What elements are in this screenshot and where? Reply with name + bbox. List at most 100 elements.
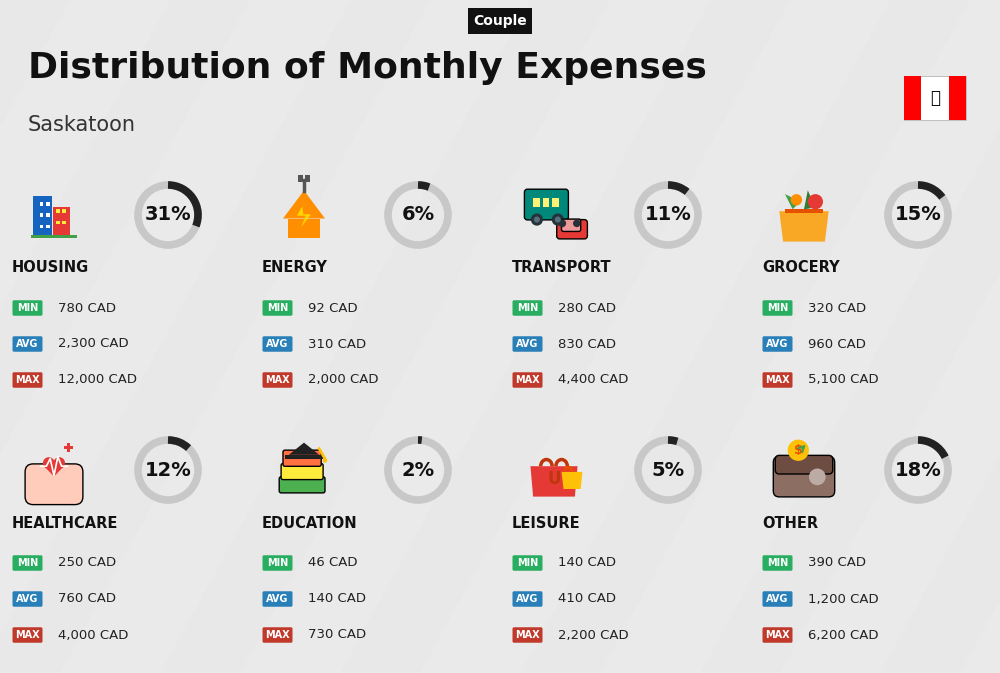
Text: 6%: 6% [401, 205, 435, 225]
Text: 4,400 CAD: 4,400 CAD [558, 374, 628, 386]
Text: 2%: 2% [401, 460, 435, 479]
FancyBboxPatch shape [12, 336, 43, 352]
FancyBboxPatch shape [12, 300, 43, 316]
Bar [40, 202, 43, 205]
Polygon shape [530, 466, 578, 497]
Text: 2,000 CAD: 2,000 CAD [308, 374, 378, 386]
Bar [46, 202, 50, 205]
Text: 730 CAD: 730 CAD [308, 629, 366, 641]
Bar [904, 76, 921, 120]
FancyBboxPatch shape [773, 456, 835, 497]
Text: Saskatoon: Saskatoon [28, 115, 136, 135]
FancyBboxPatch shape [25, 464, 83, 505]
Text: 140 CAD: 140 CAD [308, 592, 366, 606]
Bar [288, 219, 320, 238]
Bar [40, 213, 43, 217]
Text: AVG: AVG [266, 339, 289, 349]
Bar [298, 175, 303, 182]
Text: $: $ [794, 444, 803, 457]
Bar [56, 221, 60, 224]
Bar [64, 446, 73, 449]
Bar [533, 198, 540, 207]
Text: 18%: 18% [895, 460, 941, 479]
Text: AVG: AVG [516, 339, 539, 349]
Text: MAX: MAX [515, 375, 540, 385]
Text: 320 CAD: 320 CAD [808, 302, 866, 314]
Circle shape [552, 213, 564, 225]
Text: U: U [547, 470, 561, 489]
Bar [949, 76, 966, 120]
Bar [285, 455, 323, 460]
Text: 15%: 15% [895, 205, 941, 225]
Circle shape [559, 219, 566, 227]
Text: 4,000 CAD: 4,000 CAD [58, 629, 128, 641]
FancyBboxPatch shape [512, 592, 542, 607]
Text: 12%: 12% [145, 460, 191, 479]
Bar [33, 196, 52, 238]
Bar [46, 213, 50, 217]
Polygon shape [43, 465, 65, 476]
Text: 140 CAD: 140 CAD [558, 557, 616, 569]
FancyBboxPatch shape [561, 219, 581, 232]
Text: MAX: MAX [15, 375, 40, 385]
FancyBboxPatch shape [12, 627, 43, 643]
Text: 310 CAD: 310 CAD [308, 337, 366, 351]
Text: 830 CAD: 830 CAD [558, 337, 616, 351]
FancyBboxPatch shape [262, 300, 292, 316]
Text: MIN: MIN [517, 558, 538, 568]
FancyBboxPatch shape [512, 336, 542, 352]
Bar [305, 175, 310, 182]
Polygon shape [240, 0, 710, 673]
Text: MIN: MIN [17, 303, 38, 313]
FancyBboxPatch shape [283, 450, 321, 466]
Text: 6,200 CAD: 6,200 CAD [808, 629, 879, 641]
FancyBboxPatch shape [763, 372, 792, 388]
FancyBboxPatch shape [262, 592, 292, 607]
Bar [543, 198, 549, 207]
Text: 46 CAD: 46 CAD [308, 557, 358, 569]
Text: MIN: MIN [267, 558, 288, 568]
Bar [53, 207, 70, 238]
FancyBboxPatch shape [262, 372, 292, 388]
FancyBboxPatch shape [763, 627, 792, 643]
Text: 92 CAD: 92 CAD [308, 302, 358, 314]
Circle shape [534, 217, 540, 223]
Text: Distribution of Monthly Expenses: Distribution of Monthly Expenses [28, 51, 707, 85]
Text: OTHER: OTHER [762, 516, 818, 530]
Text: LEISURE: LEISURE [512, 516, 581, 530]
Polygon shape [297, 206, 311, 227]
FancyBboxPatch shape [763, 592, 792, 607]
Circle shape [43, 457, 55, 469]
Text: 2,200 CAD: 2,200 CAD [558, 629, 629, 641]
Bar [62, 209, 66, 213]
Polygon shape [785, 194, 800, 209]
Bar [785, 209, 823, 213]
FancyBboxPatch shape [262, 555, 292, 571]
Polygon shape [420, 0, 890, 673]
Text: 780 CAD: 780 CAD [58, 302, 116, 314]
FancyBboxPatch shape [512, 627, 542, 643]
FancyBboxPatch shape [12, 592, 43, 607]
Circle shape [555, 217, 561, 223]
Text: AVG: AVG [266, 594, 289, 604]
Text: MIN: MIN [767, 558, 788, 568]
FancyBboxPatch shape [763, 555, 792, 571]
Text: AVG: AVG [16, 594, 39, 604]
Text: MAX: MAX [765, 375, 790, 385]
Text: MAX: MAX [265, 375, 290, 385]
Circle shape [809, 468, 826, 485]
Text: 760 CAD: 760 CAD [58, 592, 116, 606]
Text: 🍁: 🍁 [930, 89, 940, 107]
Polygon shape [600, 0, 1000, 673]
Polygon shape [60, 0, 530, 673]
Circle shape [788, 439, 809, 461]
Text: HOUSING: HOUSING [12, 260, 89, 275]
FancyBboxPatch shape [12, 555, 43, 571]
FancyBboxPatch shape [512, 300, 542, 316]
FancyBboxPatch shape [279, 476, 325, 493]
Bar [67, 444, 70, 452]
FancyBboxPatch shape [775, 456, 833, 474]
Text: ENERGY: ENERGY [262, 260, 328, 275]
FancyBboxPatch shape [262, 627, 292, 643]
Text: TRANSPORT: TRANSPORT [512, 260, 612, 275]
